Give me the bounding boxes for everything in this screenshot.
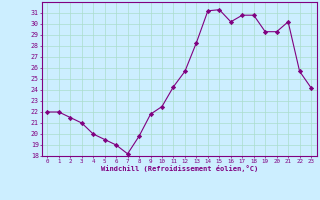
X-axis label: Windchill (Refroidissement éolien,°C): Windchill (Refroidissement éolien,°C): [100, 165, 258, 172]
